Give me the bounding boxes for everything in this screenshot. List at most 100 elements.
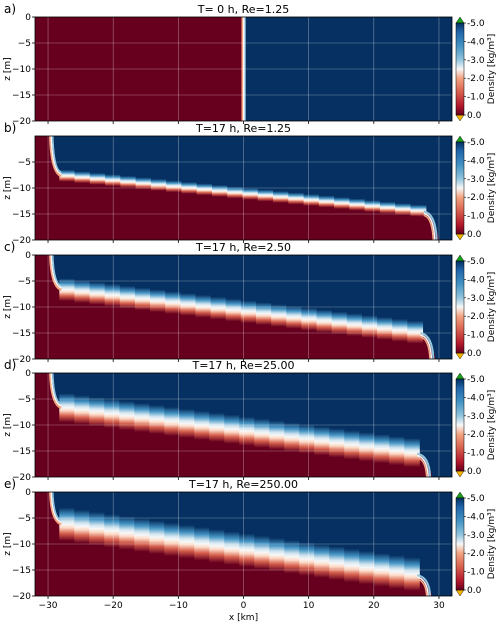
y-tick-label: −20 bbox=[12, 592, 31, 602]
panel-letter: d) bbox=[4, 358, 16, 372]
colorbar-tick-label: -3.0 bbox=[467, 531, 485, 541]
colorbar-tick-label: -2.0 bbox=[467, 312, 485, 322]
y-tick-label: −10 bbox=[12, 184, 31, 194]
x-axis-label: x [km] bbox=[229, 613, 258, 623]
y-tick-label: −15 bbox=[12, 447, 31, 457]
y-tick-label: −20 bbox=[12, 117, 31, 127]
colorbar-over-arrow bbox=[455, 135, 465, 143]
colorbar-tick-label: -3.0 bbox=[467, 56, 485, 66]
y-tick-label: −5 bbox=[18, 514, 31, 524]
interface-band bbox=[59, 390, 420, 470]
y-tick-label: −20 bbox=[12, 236, 31, 246]
panel-letter: a) bbox=[4, 2, 16, 16]
dense-region bbox=[35, 17, 244, 121]
colorbar-tick-label: -3.0 bbox=[467, 175, 485, 185]
y-axis-label: z [m] bbox=[3, 176, 13, 199]
colorbar-tick-label: -4.0 bbox=[467, 37, 485, 47]
colorbar-tick-label: 0.0 bbox=[467, 586, 482, 596]
colorbar-tick-label: -5.0 bbox=[467, 494, 485, 504]
colorbar-tick-label: -5.0 bbox=[467, 19, 485, 29]
y-tick-label: −15 bbox=[12, 91, 31, 101]
panel-3: 0 −5 −10 −15 −20 z [m] T=17 h, Re=2.50 c) -5.0 -4… bbox=[3, 240, 497, 365]
colorbar: -5.0 -4.0 -3.0 -2.0 -1.0 0.0 Density [kg/m³] bbox=[455, 135, 497, 241]
y-tick-label: 0 bbox=[25, 488, 31, 498]
density-field bbox=[35, 373, 452, 477]
colorbar-tick-label: 0.0 bbox=[467, 111, 482, 121]
x-tick-label: 0 bbox=[241, 601, 247, 611]
colorbar-tick-label: -5.0 bbox=[467, 257, 485, 267]
panel-title: T=17 h, Re=1.25 bbox=[195, 122, 291, 135]
colorbar-gradient bbox=[455, 497, 465, 591]
colorbar-tick-label: 0.0 bbox=[467, 349, 482, 359]
x-tick-label: −30 bbox=[39, 601, 58, 611]
panel-5: 0−5−10−15−20z [m]T=17 h, Re=250.00e)−30−… bbox=[3, 477, 497, 623]
colorbar-under-arrow bbox=[455, 233, 465, 241]
colorbar-tick-label: -2.0 bbox=[467, 74, 485, 84]
panel-letter: e) bbox=[4, 477, 16, 491]
y-axis-label: z [m] bbox=[3, 295, 13, 318]
colorbar-label: Density [kg/m³] bbox=[487, 34, 497, 104]
colorbar-tick-label: 0.0 bbox=[467, 230, 482, 240]
x-tick-label: 20 bbox=[368, 601, 380, 611]
y-tick-label: −20 bbox=[12, 473, 31, 483]
colorbar-tick-label: -4.0 bbox=[467, 156, 485, 166]
interface-band bbox=[59, 504, 420, 594]
colorbar-under-arrow bbox=[455, 352, 465, 360]
y-tick-label: −5 bbox=[18, 395, 31, 405]
colorbar-over-arrow bbox=[455, 491, 465, 499]
x-tick-label: −20 bbox=[104, 601, 123, 611]
colorbar-tick-label: -1.0 bbox=[467, 449, 485, 459]
y-tick-label: −5 bbox=[18, 158, 31, 168]
colorbar: -5.0 -4.0 -3.0 -2.0 -1.0 0.0 Density [kg/m³] bbox=[455, 491, 497, 597]
y-tick-label: −10 bbox=[12, 65, 31, 75]
y-axis-label: z [m] bbox=[3, 532, 13, 555]
y-tick-label: −5 bbox=[18, 277, 31, 287]
y-tick-label: −10 bbox=[12, 421, 31, 431]
colorbar-label: Density [kg/m³] bbox=[487, 390, 497, 460]
x-tick-label: 10 bbox=[303, 601, 315, 611]
interface-band bbox=[59, 168, 427, 218]
colorbar-gradient bbox=[455, 141, 465, 235]
panel-title: T= 0 h, Re=1.25 bbox=[197, 3, 290, 16]
panel-4: 0−5−10−15−20z [m]T=17 h, Re=25.00d)-5.0-… bbox=[3, 358, 497, 483]
colorbar-over-arrow bbox=[455, 254, 465, 262]
colorbar-label: Density [kg/m³] bbox=[487, 272, 497, 342]
y-axis-label: z [m] bbox=[3, 413, 13, 436]
colorbar-tick-label: -1.0 bbox=[467, 212, 485, 222]
colorbar-under-arrow bbox=[455, 470, 465, 478]
colorbar-tick-label: -2.0 bbox=[467, 193, 485, 203]
x-tick-label: 30 bbox=[433, 601, 445, 611]
colorbar-label: Density [kg/m³] bbox=[487, 509, 497, 579]
colorbar-tick-label: -5.0 bbox=[467, 375, 485, 385]
colorbar-over-arrow bbox=[455, 16, 465, 24]
colorbar-gradient bbox=[455, 378, 465, 472]
x-tick-label: −10 bbox=[169, 601, 188, 611]
panel-title: T=17 h, Re=25.00 bbox=[191, 359, 294, 372]
colorbar-tick-label: -4.0 bbox=[467, 393, 485, 403]
panel-2: −5 −10 −15 −20 z [m] T=17 h, Re=1.25 b) -5.0 -4.… bbox=[3, 121, 497, 246]
colorbar-tick-label: -4.0 bbox=[467, 275, 485, 285]
colorbar-tick-label: 0.0 bbox=[467, 467, 482, 477]
y-tick-label: −15 bbox=[12, 566, 31, 576]
colorbar-under-arrow bbox=[455, 114, 465, 122]
density-field bbox=[35, 492, 452, 596]
colorbar: -5.0 -4.0 -3.0 -2.0 -1.0 0.0 Density [kg/m³] bbox=[455, 372, 497, 478]
colorbar-tick-label: -2.0 bbox=[467, 430, 485, 440]
light-region bbox=[243, 17, 452, 121]
colorbar-tick-label: -5.0 bbox=[467, 138, 485, 148]
density-field bbox=[35, 255, 452, 359]
density-field bbox=[35, 136, 452, 240]
y-tick-label: 0 bbox=[25, 13, 31, 23]
colorbar-tick-label: -4.0 bbox=[467, 512, 485, 522]
panel-1: 0 −5 −10 −15 −20 z [m] T= 0 h, Re=1.25 a) -5.0 -4… bbox=[3, 2, 497, 127]
colorbar-tick-label: -1.0 bbox=[467, 568, 485, 578]
density-field bbox=[35, 17, 452, 121]
y-tick-label: −20 bbox=[12, 355, 31, 365]
colorbar-tick-label: -3.0 bbox=[467, 294, 485, 304]
y-tick-label: 0 bbox=[25, 251, 31, 261]
colorbar: -5.0 -4.0 -3.0 -2.0 -1.0 0.0 Density [kg/m³] bbox=[455, 16, 497, 122]
y-axis-label: z [m] bbox=[3, 57, 13, 80]
panel-title: T=17 h, Re=2.50 bbox=[195, 241, 291, 254]
y-tick-label: −5 bbox=[18, 39, 31, 49]
